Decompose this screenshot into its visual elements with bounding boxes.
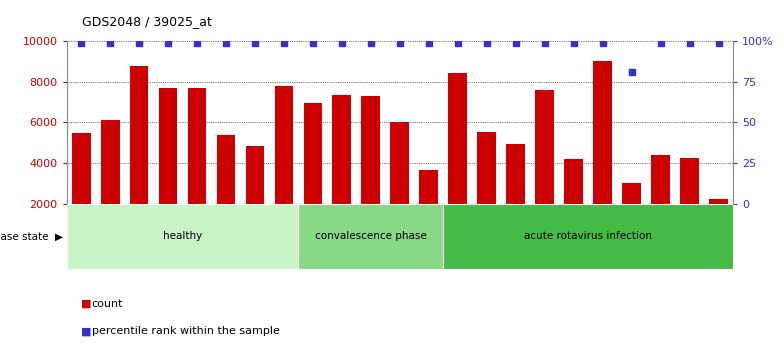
Bar — [448, 73, 467, 244]
Point — [336, 41, 348, 46]
Bar — [67, 204, 299, 269]
Bar — [390, 122, 409, 244]
Bar — [129, 66, 148, 244]
Bar — [361, 96, 380, 244]
Bar — [535, 90, 554, 244]
Bar — [158, 88, 177, 244]
Text: percentile rank within the sample: percentile rank within the sample — [92, 326, 280, 336]
Point — [626, 69, 638, 75]
Point — [132, 41, 145, 46]
Bar — [419, 170, 438, 244]
Point — [249, 41, 261, 46]
Point — [278, 41, 290, 46]
Bar — [622, 183, 641, 244]
Text: ■: ■ — [81, 326, 91, 336]
Text: disease state  ▶: disease state ▶ — [0, 231, 63, 241]
Text: acute rotavirus infection: acute rotavirus infection — [524, 231, 652, 241]
Text: GDS2048 / 39025_at: GDS2048 / 39025_at — [82, 14, 212, 28]
Bar — [332, 95, 351, 244]
Bar — [245, 146, 264, 244]
Bar — [71, 132, 90, 244]
Point — [481, 41, 493, 46]
Point — [597, 41, 609, 46]
Point — [365, 41, 377, 46]
Bar — [443, 204, 733, 269]
Bar — [593, 61, 612, 244]
Bar — [710, 199, 728, 244]
Text: convalescence phase: convalescence phase — [315, 231, 426, 241]
Point — [655, 41, 667, 46]
Bar — [299, 204, 443, 269]
Bar — [187, 88, 206, 244]
Point — [394, 41, 406, 46]
Bar — [100, 120, 119, 244]
Bar — [564, 159, 583, 244]
Point — [568, 41, 580, 46]
Point — [74, 41, 87, 46]
Point — [452, 41, 464, 46]
Bar — [274, 86, 293, 244]
Bar — [303, 103, 322, 244]
Point — [713, 41, 725, 46]
Text: ■: ■ — [81, 299, 91, 308]
Text: count: count — [92, 299, 123, 308]
Point — [684, 41, 696, 46]
Bar — [216, 135, 235, 244]
Point — [307, 41, 319, 46]
Point — [423, 41, 435, 46]
Bar — [652, 155, 670, 244]
Point — [220, 41, 232, 46]
Point — [162, 41, 174, 46]
Point — [539, 41, 551, 46]
Bar — [506, 144, 525, 244]
Point — [510, 41, 522, 46]
Bar — [477, 131, 496, 244]
Point — [191, 41, 203, 46]
Bar — [681, 158, 699, 244]
Text: healthy: healthy — [163, 231, 202, 241]
Point — [103, 41, 116, 46]
